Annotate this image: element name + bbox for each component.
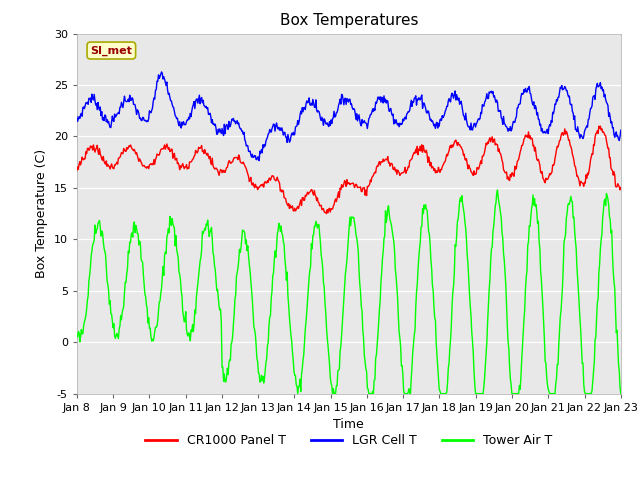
Legend: CR1000 Panel T, LGR Cell T, Tower Air T: CR1000 Panel T, LGR Cell T, Tower Air T	[140, 429, 557, 452]
X-axis label: Time: Time	[333, 418, 364, 431]
Text: SI_met: SI_met	[90, 46, 132, 56]
Title: Box Temperatures: Box Temperatures	[280, 13, 418, 28]
Y-axis label: Box Temperature (C): Box Temperature (C)	[35, 149, 48, 278]
